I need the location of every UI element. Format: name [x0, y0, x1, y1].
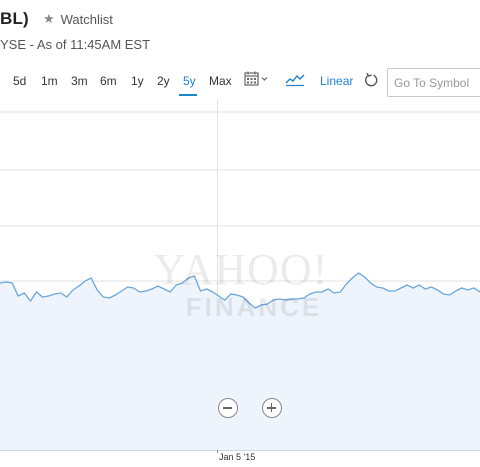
range-5y[interactable]: 5y — [183, 74, 196, 88]
reset-chart-button[interactable] — [364, 72, 378, 93]
active-range-indicator — [179, 94, 197, 96]
x-tick-label: Jan 5 '15 — [219, 452, 256, 462]
price-chart-canvas — [0, 100, 480, 453]
chart-toolbar: 5d 1m 3m 6m 1y 2y 5y Max Linear — [0, 64, 480, 98]
price-area — [0, 273, 480, 450]
watchlist-label: Watchlist — [60, 11, 113, 27]
watchlist-button[interactable]: ★ Watchlist — [43, 11, 113, 27]
range-6m[interactable]: 6m — [100, 74, 117, 88]
price-line — [0, 272, 480, 309]
price-chart[interactable]: YAHOO! FINANCE Jan 5 '15 — [0, 100, 480, 467]
date-picker-button[interactable] — [244, 71, 270, 92]
star-icon: ★ — [42, 11, 55, 26]
range-3m[interactable]: 3m — [71, 74, 88, 88]
range-1y[interactable]: 1y — [131, 74, 144, 88]
chevron-down-icon — [261, 77, 268, 81]
range-1m[interactable]: 1m — [41, 74, 58, 88]
reset-icon — [365, 72, 378, 87]
ticker-symbol: BL) — [0, 9, 29, 28]
quote-timestamp: YSE - As of 11:45AM EST — [0, 37, 151, 52]
calendar-icon — [244, 71, 259, 86]
zoom-out-icon[interactable] — [218, 398, 238, 418]
range-5d[interactable]: 5d — [13, 74, 27, 88]
quote-header: BL) ★ Watchlist — [0, 8, 113, 30]
range-2y[interactable]: 2y — [157, 74, 170, 88]
symbol-search-input[interactable] — [387, 68, 480, 97]
chart-type-button[interactable] — [285, 73, 305, 92]
scale-toggle[interactable]: Linear — [320, 74, 354, 88]
line-chart-icon — [285, 74, 305, 87]
zoom-in-icon[interactable] — [262, 398, 282, 418]
range-max[interactable]: Max — [209, 74, 232, 88]
